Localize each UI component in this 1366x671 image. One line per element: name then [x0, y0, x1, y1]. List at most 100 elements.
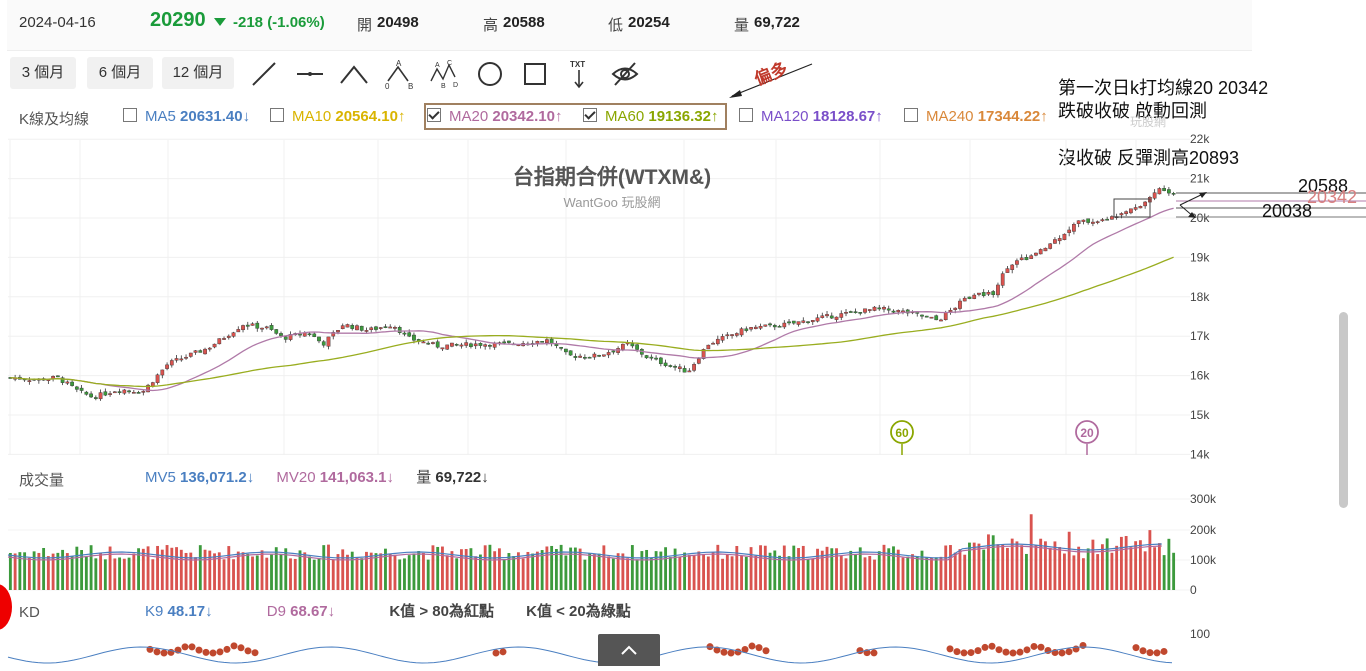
- candle: [910, 310, 915, 315]
- candle: [815, 314, 820, 323]
- volume-bar: [179, 549, 183, 590]
- legend-ma240[interactable]: MA240 17344.22↑: [904, 106, 1048, 128]
- red-circle-badge[interactable]: [0, 584, 12, 630]
- mv5-line: [7, 543, 1162, 559]
- period-12m-button[interactable]: 12 個月: [162, 57, 234, 89]
- legend-ma10[interactable]: MA10 20564.10↑: [270, 106, 405, 128]
- volume-bar: [687, 554, 691, 590]
- kd-red-dot: [237, 644, 245, 652]
- vertical-scrollbar[interactable]: [1339, 312, 1348, 508]
- volume-bar: [930, 557, 933, 590]
- volume-bar: [94, 558, 98, 590]
- candle: [150, 381, 155, 388]
- candle: [763, 324, 768, 327]
- candle: [435, 339, 440, 349]
- candle: [1119, 212, 1124, 219]
- candle: [516, 344, 521, 347]
- legend-ma20[interactable]: MA20 20342.10↑: [427, 106, 562, 128]
- svg-text:D: D: [453, 82, 458, 89]
- text-tool-icon[interactable]: TXT: [564, 59, 594, 89]
- period-6m-button[interactable]: 6 個月: [87, 57, 153, 89]
- scroll-up-button[interactable]: [598, 634, 660, 666]
- candle: [331, 330, 336, 340]
- candle: [1072, 222, 1076, 235]
- volume-bar: [37, 552, 41, 590]
- candle: [844, 308, 848, 317]
- candle: [511, 342, 516, 346]
- candle: [55, 375, 60, 378]
- candle: [231, 331, 236, 338]
- legend-ma5[interactable]: MA5 20631.40↓: [123, 106, 250, 128]
- candle: [1124, 210, 1129, 217]
- circle-tool-icon[interactable]: [475, 59, 505, 89]
- candle: [293, 332, 298, 336]
- candle: [1038, 248, 1043, 255]
- candle: [730, 334, 734, 339]
- volume-bar: [526, 551, 530, 590]
- candle: [274, 328, 279, 335]
- volume-bar: [554, 549, 558, 590]
- kd-red-dot: [734, 648, 742, 656]
- candle: [469, 342, 473, 349]
- candle: [583, 354, 587, 360]
- legend-ma20-checkbox[interactable]: [427, 108, 441, 122]
- legend-ma10-checkbox[interactable]: [270, 108, 284, 122]
- volume-bar: [122, 558, 126, 590]
- candle: [127, 389, 131, 394]
- vol-tick-3: 0: [1190, 583, 1197, 597]
- candle: [602, 354, 606, 357]
- legend-ma60[interactable]: MA60 19136.32↑: [583, 106, 718, 128]
- candle: [193, 350, 198, 355]
- rectangle-tool-icon[interactable]: [520, 59, 550, 89]
- legend-ma240-checkbox[interactable]: [904, 108, 918, 122]
- price-tick-19k: 19k: [1190, 250, 1210, 264]
- svg-text:C: C: [447, 60, 452, 67]
- volume-bar: [455, 558, 459, 590]
- legend-ma5-value: 20631.40: [180, 108, 243, 125]
- highlight-box: [424, 103, 727, 130]
- candle: [758, 323, 763, 331]
- hide-eye-icon[interactable]: [610, 59, 640, 89]
- volume-bar: [839, 555, 843, 590]
- candle: [554, 340, 559, 349]
- volume-bar: [241, 552, 245, 590]
- period-3m-button[interactable]: 3 個月: [10, 57, 76, 89]
- volume-bar: [403, 558, 406, 590]
- annotation-line2: 跌破收破 啟動回測: [1058, 101, 1208, 121]
- volume-bar: [151, 559, 155, 590]
- candle: [853, 308, 858, 314]
- volume-bar: [949, 545, 952, 590]
- legend-ma5-checkbox[interactable]: [123, 108, 137, 122]
- wave-abcd-tool-icon[interactable]: A C B D: [429, 59, 459, 89]
- zigzag-ab-tool-icon[interactable]: 0 A B: [385, 59, 415, 89]
- candle: [905, 308, 910, 317]
- candle: [858, 312, 863, 316]
- volume-bar: [194, 557, 197, 590]
- legend-ma120[interactable]: MA120 18128.67↑: [739, 106, 883, 128]
- line-tool-icon[interactable]: [249, 59, 279, 89]
- volume-bar: [716, 544, 720, 590]
- candle: [886, 305, 891, 314]
- legend-ma60-checkbox[interactable]: [583, 108, 597, 122]
- volume-bar: [1105, 538, 1109, 590]
- horizontal-line-tool-icon[interactable]: [295, 59, 325, 89]
- candle: [407, 329, 412, 338]
- volume-bar: [198, 545, 202, 590]
- candle: [1062, 233, 1067, 241]
- volume-bar: [550, 545, 554, 590]
- volume-bar: [460, 549, 463, 590]
- candle: [1110, 215, 1114, 220]
- candle: [829, 312, 834, 319]
- volume-bar: [165, 545, 169, 590]
- volume-bar: [507, 553, 511, 590]
- candle: [587, 356, 592, 359]
- volume-bar: [1162, 555, 1166, 590]
- candle: [264, 325, 269, 330]
- kd-red-dot: [727, 649, 735, 657]
- k9-arrow: ↓: [205, 603, 213, 620]
- candle: [488, 344, 492, 350]
- legend-ma120-checkbox[interactable]: [739, 108, 753, 122]
- volume-bar: [911, 554, 914, 590]
- angle-tool-icon[interactable]: [339, 59, 369, 89]
- candle: [393, 325, 397, 332]
